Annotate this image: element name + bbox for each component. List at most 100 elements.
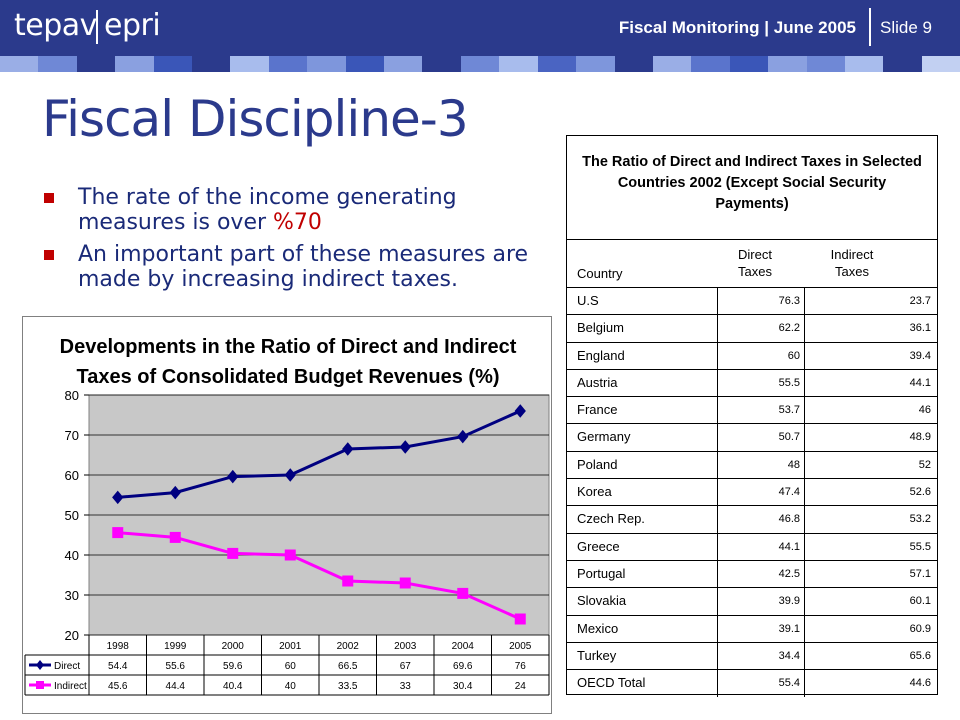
bullet-item: The rate of the income generating measur… [42, 185, 562, 235]
legend-marker-direct [36, 660, 44, 670]
cell-direct: 39.9 [717, 588, 805, 615]
bullet-list: The rate of the income generating measur… [42, 185, 562, 299]
data-point-indirect [514, 613, 526, 625]
data-table-value: 24 [515, 681, 527, 692]
header-indirect: Indirect Taxes [822, 246, 882, 280]
x-category-label: 2003 [394, 641, 417, 652]
cell-indirect: 46 [918, 404, 931, 417]
chart-title-line: Developments in the Ratio of Direct and … [60, 336, 517, 358]
cell-country: U.S [577, 293, 599, 308]
data-table-value: 33.5 [338, 681, 358, 692]
tax-ratio-table: The Ratio of Direct and Indirect Taxes i… [566, 135, 938, 698]
epri-logo: epri [104, 8, 161, 43]
cell-indirect: 57.1 [909, 567, 931, 580]
legend-marker-indirect [36, 681, 44, 689]
table-header: Country Direct Taxes Indirect Taxes [567, 240, 937, 288]
header-indirect-line1: Indirect [830, 247, 874, 262]
cell-country: England [577, 347, 625, 363]
y-tick-label: 30 [65, 588, 79, 603]
x-category-label: 2002 [337, 641, 360, 652]
data-table-value: 66.5 [338, 661, 358, 672]
data-point-indirect [399, 577, 411, 589]
x-category-label: 2004 [452, 641, 475, 652]
data-table-value: 44.4 [166, 681, 186, 692]
cell-country: Greece [577, 538, 620, 554]
table-row: France 53.7 46 [567, 397, 937, 425]
cell-indirect: 48.9 [909, 431, 931, 444]
cell-country: France [577, 402, 618, 418]
slide-title: Fiscal Discipline-3 [42, 90, 469, 148]
cell-country: Austria [577, 374, 618, 390]
cell-direct: 76.3 [717, 288, 805, 315]
x-category-label: 2000 [222, 641, 245, 652]
data-table-value: 40 [285, 681, 297, 692]
cell-direct: 53.7 [717, 397, 805, 424]
data-point-indirect [169, 531, 181, 543]
bullet-highlight: %70 [273, 210, 322, 235]
data-point-indirect [284, 549, 296, 561]
cell-direct: 60 [717, 342, 805, 369]
cell-direct: 48 [717, 451, 805, 479]
y-tick-label: 40 [65, 548, 79, 563]
header-direct-line1: Direct [738, 247, 772, 262]
table-row: Korea 47.4 52.6 [567, 479, 937, 507]
data-point-indirect [112, 527, 124, 539]
y-tick-label: 50 [65, 508, 79, 523]
cell-indirect: 44.6 [909, 677, 931, 690]
series-line-indirect [117, 531, 521, 621]
line-chart-panel: Developments in the Ratio of Direct and … [22, 316, 552, 714]
data-table-value: 59.6 [223, 661, 243, 672]
cell-country: Belgium [577, 320, 624, 336]
data-point-direct [112, 490, 124, 505]
table-row: England 60 39.4 [567, 342, 937, 370]
header-direct: Direct Taxes [725, 246, 785, 280]
table-row: Poland 48 52 [567, 451, 937, 480]
x-category-label: 1999 [164, 641, 187, 652]
cell-indirect: 65.6 [909, 649, 931, 662]
data-point-direct [227, 469, 239, 484]
tepav-logo: tepav [14, 8, 97, 43]
cell-indirect: 52 [918, 458, 931, 471]
cell-direct: 55.5 [717, 369, 805, 397]
y-tick-label: 60 [65, 468, 79, 483]
data-point-direct [169, 485, 181, 500]
table-row: OECD Total 55.4 44.6 [567, 670, 937, 698]
data-table-value: 54.4 [108, 661, 128, 672]
cell-country: Turkey [577, 647, 617, 663]
data-point-indirect [457, 587, 469, 599]
slide-number: Slide 9 [880, 18, 932, 37]
cell-indirect: 52.6 [909, 486, 931, 499]
cell-indirect: 53.2 [909, 513, 931, 526]
cell-direct: 62.2 [717, 315, 805, 342]
cell-direct: 47.4 [717, 479, 805, 506]
cell-country: OECD Total [577, 675, 646, 691]
data-table-value: 40.4 [223, 681, 243, 692]
cell-indirect: 36.1 [909, 322, 931, 335]
header-title: Fiscal Monitoring | June 2005 [618, 18, 856, 37]
data-point-indirect [227, 547, 239, 559]
data-table-value: 33 [400, 681, 412, 692]
legend-label: Indirect [54, 681, 87, 692]
header-bar: tepav epri Fiscal Monitoring | June 2005… [0, 0, 960, 56]
table-row: Czech Rep. 46.8 53.2 [567, 506, 937, 534]
header-country: Country [577, 266, 623, 281]
x-category-label: 2001 [279, 641, 302, 652]
cell-indirect: 60.1 [909, 595, 931, 608]
bullet-text: An important part of these measures are … [78, 242, 529, 292]
data-table-value: 69.6 [453, 661, 473, 672]
series-line-direct [117, 409, 521, 499]
chart-title-line: Taxes of Consolidated Budget Revenues (%… [76, 366, 499, 388]
header-direct-line2: Taxes [738, 264, 772, 279]
cell-direct: 50.7 [717, 424, 805, 451]
cell-country: Slovakia [577, 593, 627, 609]
y-tick-label: 70 [65, 428, 79, 443]
header-divider [869, 8, 871, 46]
cell-country: Mexico [577, 620, 619, 636]
table-row: Portugal 42.5 57.1 [567, 560, 937, 589]
cell-country: Germany [577, 429, 631, 445]
cell-direct: 55.4 [717, 670, 805, 698]
legend-label: Direct [54, 661, 80, 672]
data-point-direct [284, 468, 296, 482]
cell-indirect: 39.4 [909, 349, 931, 362]
bullet-item: An important part of these measures are … [42, 242, 562, 292]
